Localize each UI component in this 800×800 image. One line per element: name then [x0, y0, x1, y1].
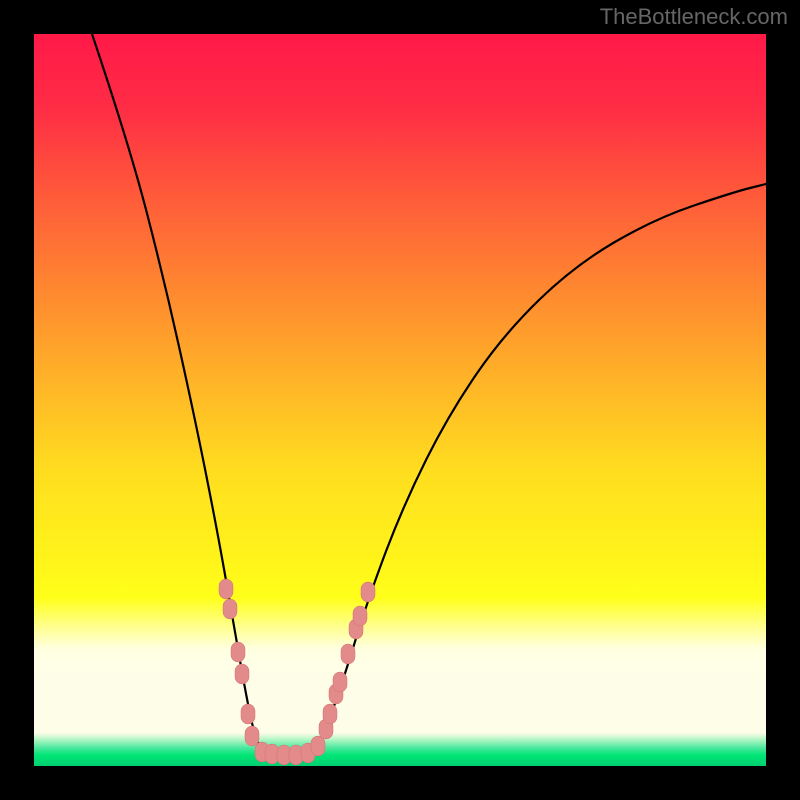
- curve-marker: [245, 726, 259, 746]
- curve-marker: [311, 736, 325, 756]
- curve-marker: [235, 664, 249, 684]
- curve-marker: [223, 599, 237, 619]
- curve-marker: [219, 579, 233, 599]
- curve-marker: [323, 704, 337, 724]
- curve-marker: [333, 672, 347, 692]
- curve-marker: [361, 582, 375, 602]
- curve-marker: [231, 642, 245, 662]
- chart-svg: [34, 34, 766, 766]
- curve-marker: [353, 606, 367, 626]
- curve-marker: [241, 704, 255, 724]
- plot-area: [34, 34, 766, 766]
- chart-container: TheBottleneck.com: [0, 0, 800, 800]
- gradient-background: [34, 34, 766, 766]
- watermark-text: TheBottleneck.com: [600, 4, 788, 30]
- curve-marker: [341, 644, 355, 664]
